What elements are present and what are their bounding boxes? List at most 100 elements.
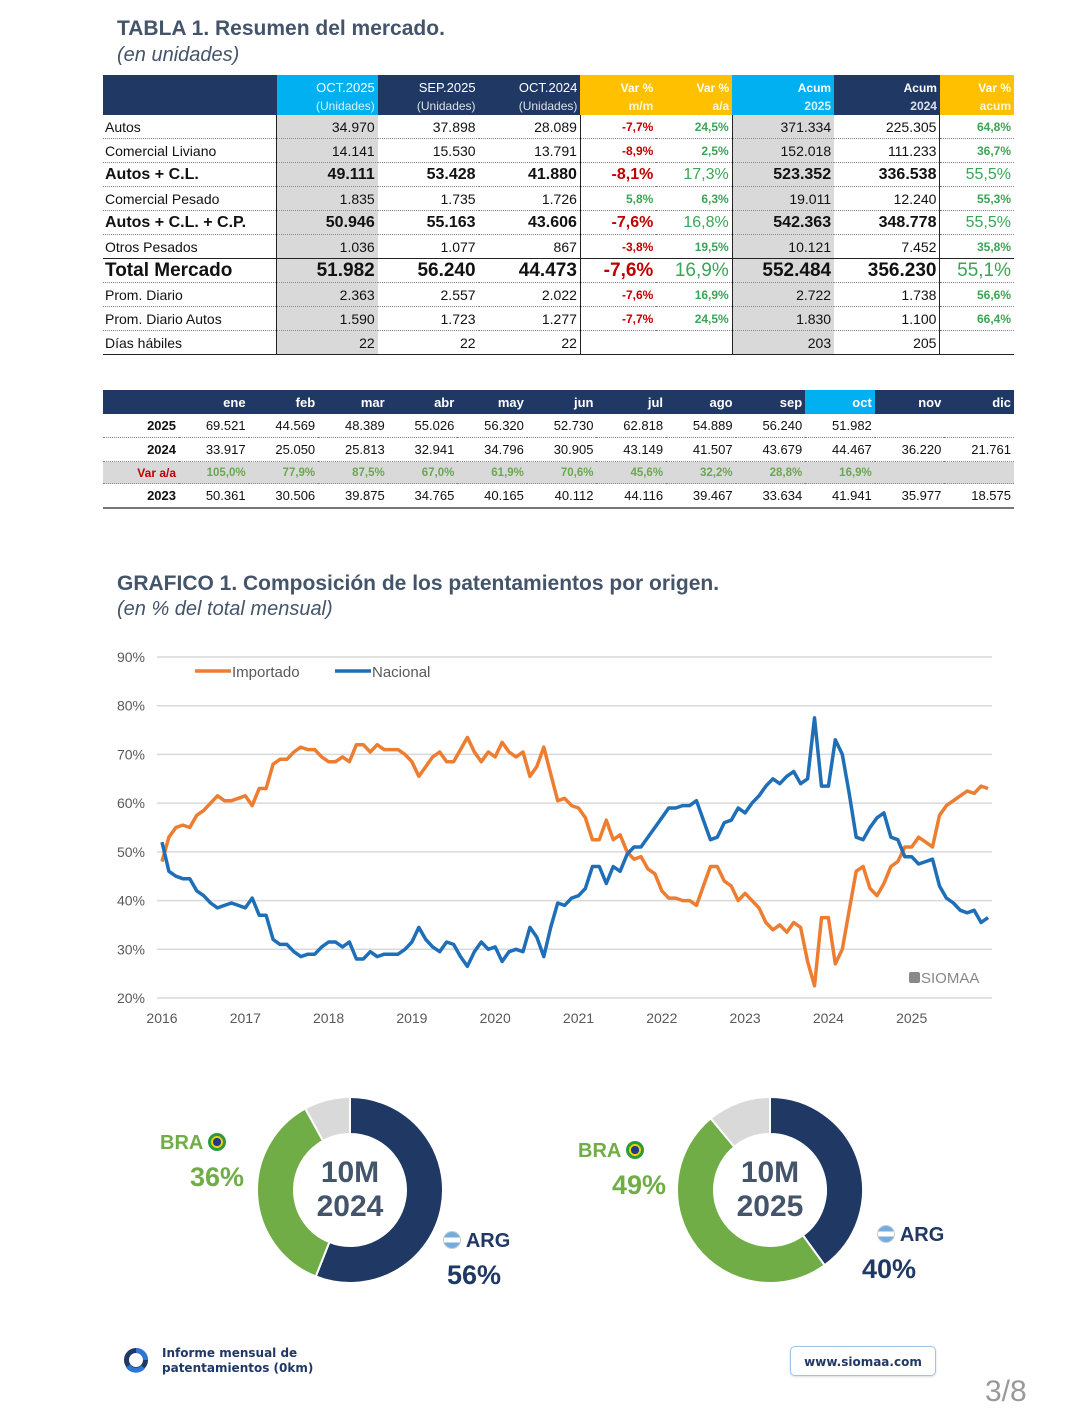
donut-slice-bra	[256, 1107, 331, 1278]
table1-header-row: OCT.2025 (Unidades) SEP.2025 (Unidades) OC…	[103, 75, 1014, 115]
month-value	[874, 461, 945, 484]
month-value	[944, 414, 1014, 438]
cell-sep25: 15.530	[377, 138, 479, 163]
table1-row: Autos + C.L. 49.111 53.428 41.880 -8,1% 17,3%…	[103, 162, 1014, 187]
monthly-registrations-table: ene feb mar abr may jun jul ago sep oct nov dic 202…	[103, 390, 1014, 509]
cell-aa: 19,5%	[656, 234, 733, 259]
cell-oct25: 1.036	[276, 234, 378, 259]
arg-label-text: ARG	[899, 1224, 945, 1246]
arg-label-text: ARG	[465, 1230, 511, 1252]
cell-oct25: 34.970	[276, 115, 378, 139]
cell-vacum: 55,3%	[939, 186, 1014, 211]
header-oct2024: OCT.2024 (Unidades)	[478, 75, 581, 115]
cell-aa: 17,3%	[656, 162, 733, 187]
month-value: 55.026	[387, 414, 458, 438]
month-value: 34.796	[457, 437, 527, 462]
header-acum2025: Acum 2025	[732, 75, 835, 115]
table1-subtitle: (en unidades)	[117, 44, 240, 66]
cell-acum24: 1.100	[834, 306, 940, 331]
cell-mm: 5,8%	[579, 186, 657, 211]
report-name-line2: patentamientos (0km)	[162, 1361, 314, 1375]
header-blank	[103, 75, 277, 115]
month-value: 87,5%	[318, 461, 388, 484]
cell-oct24: 41.880	[478, 162, 581, 187]
month-header-feb: feb	[248, 390, 319, 414]
month-value: 32.941	[387, 437, 458, 462]
bra-percentage: 49%	[612, 1170, 667, 1200]
cell-oct25: 49.111	[276, 162, 378, 187]
bra-label: BRA	[160, 1132, 227, 1155]
cell-mm: -7,7%	[579, 115, 657, 139]
cell-acum25: 1.830	[731, 306, 835, 331]
month-value: 21.761	[944, 437, 1014, 462]
cell-oct25: 1.590	[276, 306, 378, 331]
month-value: 40.112	[526, 483, 597, 509]
month-value: 39.467	[666, 483, 736, 509]
chart-title: GRAFICO 1. Composición de los patentamie…	[117, 572, 720, 595]
row-label: Autos	[103, 115, 277, 139]
cell-sep25: 1.735	[377, 186, 479, 211]
cell-oct24: 867	[478, 234, 581, 259]
donut-slice-bra	[676, 1116, 827, 1284]
x-tick-label: 2025	[896, 1010, 927, 1026]
cell-aa	[656, 330, 733, 355]
series-line-nacional	[160, 716, 990, 969]
cell-vacum: 66,4%	[939, 306, 1014, 331]
donut-slice-arg	[769, 1095, 864, 1267]
table1-title: TABLA 1. Resumen del mercado.	[117, 17, 445, 40]
brazil-flag-icon	[208, 1132, 227, 1151]
report-name-line1: Informe mensual de	[162, 1346, 298, 1360]
month-value: 61,9%	[457, 461, 527, 484]
month-header-may: may	[457, 390, 527, 414]
header-var-aa: Var % a/a	[656, 75, 733, 115]
donut-slice-otros	[303, 1095, 351, 1143]
month-header-jul: jul	[596, 390, 667, 414]
x-tick-label: 2018	[313, 1010, 344, 1026]
cell-sep25: 55.163	[377, 210, 479, 235]
cell-oct24: 2.022	[478, 282, 581, 307]
table1-row: Otros Pesados 1.036 1.077 867 -3,8% 19,5% 10.1…	[103, 234, 1014, 259]
arg-percentage: 40%	[862, 1254, 917, 1284]
arg-percentage: 56%	[447, 1260, 502, 1290]
cell-oct25: 14.141	[276, 138, 378, 163]
cell-vacum: 36,7%	[939, 138, 1014, 163]
cell-mm: -8,1%	[579, 162, 657, 187]
cell-mm: -7,6%	[579, 258, 657, 283]
donut-center-period: 10M	[740, 1156, 800, 1189]
month-value: 25.813	[318, 437, 388, 462]
month-value: 33.917	[179, 437, 249, 462]
header-blank	[103, 390, 179, 414]
table1-row: Días hábiles 22 22 22 203 205	[103, 330, 1014, 355]
cell-sep25: 37.898	[377, 115, 479, 139]
month-header-oct: oct	[805, 390, 875, 414]
origin-donut-chart-2025	[676, 1095, 864, 1284]
cell-sep25: 1.723	[377, 306, 479, 331]
month-header-sep: sep	[735, 390, 806, 414]
cell-acum25: 552.484	[731, 258, 835, 283]
row-label: Comercial Pesado	[103, 186, 277, 211]
donut-center-label: 10M 2025	[720, 1156, 820, 1224]
cell-sep25: 1.077	[377, 234, 479, 259]
cell-vacum: 55,5%	[939, 210, 1014, 235]
month-value: 48.389	[318, 414, 388, 438]
website-link[interactable]: www.siomaa.com	[790, 1346, 936, 1376]
table1-row: Comercial Pesado 1.835 1.735 1.726 5,8% 6,3% 1…	[103, 186, 1014, 211]
cell-aa: 16,8%	[656, 210, 733, 235]
row-label: Otros Pesados	[103, 234, 277, 259]
donut-center-label: 10M 2024	[300, 1156, 400, 1224]
legend-label-importado: Importado	[232, 664, 300, 681]
month-value: 30.905	[526, 437, 597, 462]
month-header-jun: jun	[526, 390, 597, 414]
cell-mm: -7,7%	[579, 306, 657, 331]
cell-oct25: 50.946	[276, 210, 378, 235]
row-year: 2025	[103, 414, 179, 438]
cell-acum24: 205	[834, 330, 940, 355]
cell-acum25: 19.011	[731, 186, 835, 211]
cell-acum25: 152.018	[731, 138, 835, 163]
table1-row: Total Mercado 51.982 56.240 44.473 -7,6% 16,9…	[103, 258, 1014, 283]
row-label: Prom. Diario	[103, 282, 277, 307]
month-value: 41.941	[805, 483, 875, 509]
cell-oct25: 1.835	[276, 186, 378, 211]
month-header-abr: abr	[387, 390, 458, 414]
origin-composition-line-chart: 20% 30% 40% 50% 60% 70% 80% 90% 2016 2017 2018 2019…	[117, 649, 992, 1026]
